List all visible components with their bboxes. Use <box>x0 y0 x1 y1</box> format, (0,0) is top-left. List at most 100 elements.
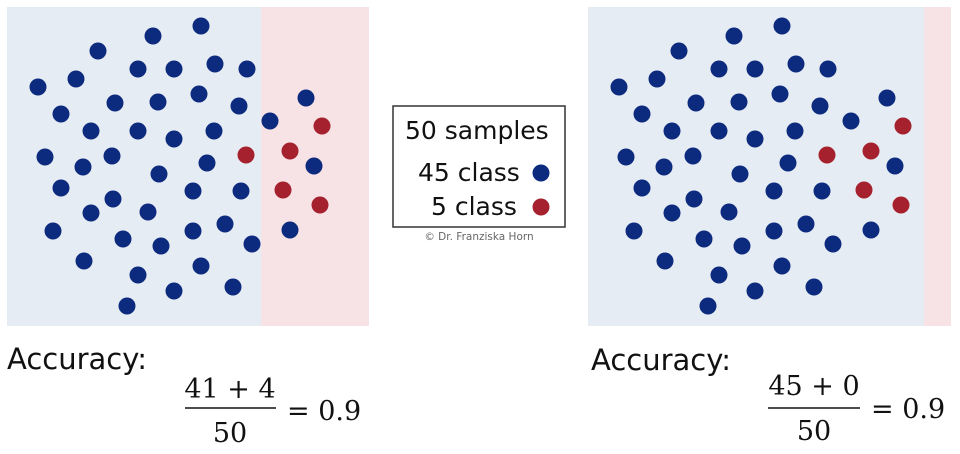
left-class-a-point-8 <box>238 60 256 78</box>
right-class-a-point-23 <box>684 147 702 165</box>
right-class-a-point-2 <box>725 27 743 45</box>
right-classification-panel <box>588 7 951 326</box>
legend-item-a-marker <box>532 164 550 182</box>
left-class-a-point-36 <box>152 237 170 255</box>
right-class-a-point-1 <box>773 17 791 35</box>
left-class-a-point-32 <box>139 203 157 221</box>
right-class-a-point-21 <box>617 148 635 166</box>
left-class-a-point-7 <box>206 55 224 73</box>
left-class-a-point-14 <box>52 105 70 123</box>
left-numerator: 41 + 4 <box>184 374 275 405</box>
left-class-a-point-39 <box>281 221 299 239</box>
left-class-b-point-3 <box>281 142 299 160</box>
left-class-a-point-5 <box>129 60 147 78</box>
right-class-a-point-5 <box>710 60 728 78</box>
right-class-a-point-37 <box>765 222 783 240</box>
left-class-a-point-25 <box>150 165 168 183</box>
legend-title: 50 samples <box>405 116 549 145</box>
left-class-a-point-17 <box>165 130 183 148</box>
right-class-b-point-4 <box>855 181 873 199</box>
left-class-a-point-31 <box>82 204 100 222</box>
right-class-a-point-10 <box>771 85 789 103</box>
left-class-a-point-24 <box>198 154 216 172</box>
left-class-a-point-30 <box>232 182 250 200</box>
right-class-a-point-45 <box>699 297 717 315</box>
left-class-a-point-44 <box>224 278 242 296</box>
right-class-a-point-12 <box>730 93 748 111</box>
right-class-a-point-11 <box>687 94 705 112</box>
left-points <box>29 17 331 315</box>
left-class-a-point-16 <box>129 122 147 140</box>
credit-text: © Dr. Franziska Horn <box>424 231 533 243</box>
left-class-a-point-15 <box>82 122 100 140</box>
right-class-a-point-4 <box>648 70 666 88</box>
right-class-a-point-6 <box>746 60 764 78</box>
left-class-a-point-29 <box>184 182 202 200</box>
right-class-a-point-43 <box>746 282 764 300</box>
right-result: = 0.9 <box>871 394 945 425</box>
left-class-a-point-20 <box>297 89 315 107</box>
left-class-a-point-33 <box>216 215 234 233</box>
right-class-a-point-33 <box>797 215 815 233</box>
right-class-a-point-42 <box>710 266 728 284</box>
right-class-a-point-36 <box>733 237 751 255</box>
left-class-b-point-4 <box>274 181 292 199</box>
right-class-b-point-2 <box>818 146 836 164</box>
right-class-a-point-24 <box>779 154 797 172</box>
left-class-a-point-41 <box>192 257 210 275</box>
right-class-a-point-7 <box>787 55 805 73</box>
right-region-class-a <box>588 7 924 326</box>
right-class-a-point-18 <box>786 122 804 140</box>
left-class-a-point-13 <box>230 97 248 115</box>
left-class-a-point-23 <box>103 147 121 165</box>
right-class-a-point-27 <box>633 179 651 197</box>
left-class-a-point-12 <box>149 93 167 111</box>
right-class-a-point-39 <box>862 221 880 239</box>
right-class-a-point-17 <box>746 130 764 148</box>
left-result: = 0.9 <box>287 396 361 427</box>
legend-item-b-marker <box>532 198 550 216</box>
left-accuracy-formula: Accuracy: 41 + 4 50 = 0.9 <box>7 342 361 449</box>
left-class-a-point-9 <box>29 78 47 96</box>
right-class-a-point-35 <box>695 230 713 248</box>
left-class-a-point-21 <box>36 148 54 166</box>
legend-item-b-label: 5 class <box>431 192 517 221</box>
right-class-a-point-13 <box>811 97 829 115</box>
right-class-a-point-19 <box>842 112 860 130</box>
right-class-a-point-31 <box>663 204 681 222</box>
left-class-b-point-5 <box>311 196 329 214</box>
left-class-a-point-18 <box>205 122 223 140</box>
left-class-a-point-6 <box>165 60 183 78</box>
right-class-b-point-1 <box>894 117 912 135</box>
left-class-a-point-22 <box>74 158 92 176</box>
right-denominator: 50 <box>797 416 831 447</box>
left-class-a-point-27 <box>52 179 70 197</box>
left-class-a-point-19 <box>261 112 279 130</box>
left-class-a-point-45 <box>118 297 136 315</box>
right-class-a-point-25 <box>731 165 749 183</box>
legend-item-a-label: 45 class <box>418 158 520 187</box>
left-class-a-point-2 <box>144 27 162 45</box>
right-class-a-point-20 <box>878 89 896 107</box>
right-class-a-point-9 <box>610 78 628 96</box>
left-class-a-point-42 <box>129 266 147 284</box>
right-class-a-point-8 <box>819 60 837 78</box>
right-class-a-point-41 <box>773 257 791 275</box>
right-class-a-point-15 <box>663 122 681 140</box>
left-class-a-point-40 <box>75 252 93 270</box>
right-class-a-point-28 <box>685 190 703 208</box>
right-class-b-point-5 <box>892 196 910 214</box>
left-denominator: 50 <box>213 418 247 449</box>
right-class-a-point-26 <box>886 157 904 175</box>
right-points <box>610 17 912 315</box>
right-class-a-point-44 <box>805 278 823 296</box>
right-class-a-point-29 <box>765 182 783 200</box>
right-class-a-point-32 <box>720 203 738 221</box>
left-accuracy-label: Accuracy: <box>7 342 147 376</box>
left-class-a-point-1 <box>192 17 210 35</box>
left-class-a-point-35 <box>114 230 132 248</box>
right-region-class-b <box>924 7 951 326</box>
left-class-a-point-38 <box>243 235 261 253</box>
right-class-b-point-3 <box>862 142 880 160</box>
right-class-a-point-34 <box>625 222 643 240</box>
